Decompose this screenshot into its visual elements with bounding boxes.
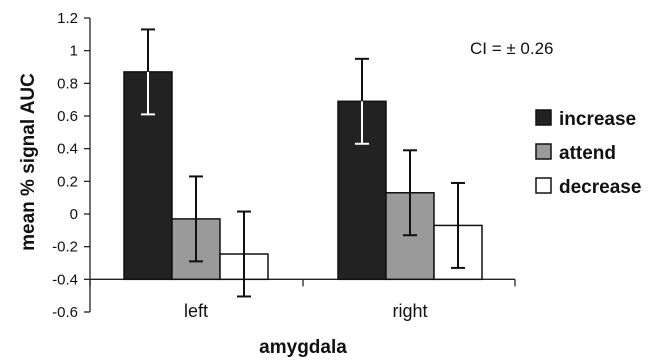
annotation-ci: CI = ± 0.26	[470, 39, 554, 58]
legend-swatch-attend	[535, 143, 552, 160]
error-bar-decrease-left	[237, 210, 251, 298]
y-tick-label: 0.8	[57, 75, 78, 92]
error-bar-decrease-right	[451, 181, 465, 269]
y-tick-label: -0.4	[52, 271, 78, 288]
legend-swatch-increase	[535, 109, 552, 126]
y-axis-title: mean % signal AUC	[18, 73, 39, 251]
legend-label-decrease: decrease	[559, 177, 641, 198]
plot-area: -0.6 -0.4 -0.2 0 0.2 0.4 0.6 0.8 1 1.2 left right	[52, 10, 516, 321]
y-tick-label: -0.2	[52, 239, 78, 256]
y-tick-label: 0.4	[57, 141, 78, 158]
legend-label-attend: attend	[559, 143, 616, 164]
category-label-left: left	[184, 301, 208, 321]
y-tick-label: 0.2	[57, 173, 78, 190]
y-tick-label: 1.2	[57, 10, 78, 27]
error-bar-attend-right	[403, 149, 417, 237]
legend: increase attend decrease	[535, 109, 641, 198]
legend-swatch-decrease	[535, 177, 552, 194]
error-bar-increase-left	[141, 28, 155, 116]
y-tick-label: 0.6	[57, 108, 78, 125]
error-bar-increase-right	[355, 57, 369, 145]
legend-label-increase: increase	[559, 109, 636, 130]
error-bar-attend-left	[189, 175, 203, 263]
x-axis-title: amygdala	[259, 337, 347, 358]
y-tick-label: 0	[70, 206, 78, 223]
category-label-right: right	[392, 301, 427, 321]
y-tick-label: -0.6	[52, 304, 78, 321]
y-tick-label: 1	[70, 43, 78, 60]
